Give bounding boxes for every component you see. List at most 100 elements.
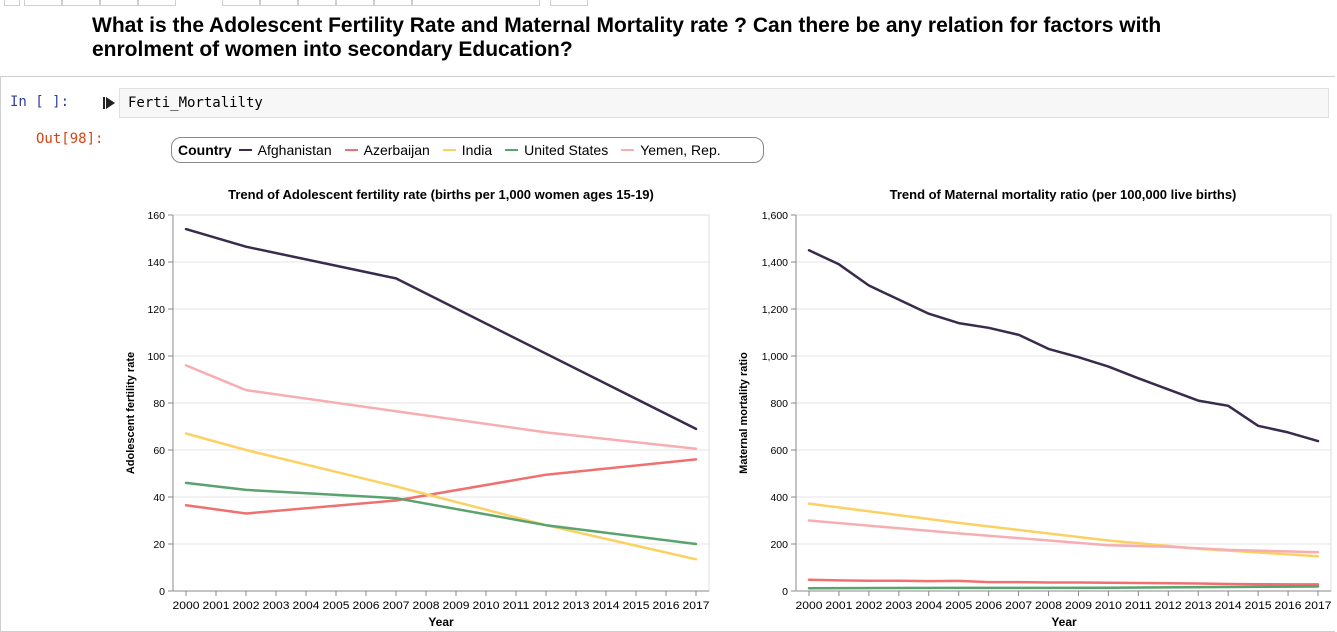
mortality-xtick-label: 2000 bbox=[796, 600, 823, 612]
mortality-x-axis-label: Year bbox=[1051, 615, 1077, 629]
mortality-xtick-label: 2002 bbox=[855, 600, 882, 612]
legend-title: Country bbox=[178, 142, 232, 158]
fertility-ytick-label: 80 bbox=[153, 398, 165, 410]
toolbar-button[interactable] bbox=[62, 0, 100, 6]
fertility-xtick-label: 2014 bbox=[593, 600, 620, 612]
legend-item-afghanistan[interactable]: Afghanistan bbox=[238, 142, 332, 158]
fertility-xtick-label: 2000 bbox=[173, 600, 200, 612]
mortality-xtick-label: 2005 bbox=[945, 600, 972, 612]
mortality-series-united-states bbox=[807, 585, 1320, 590]
legend-label-united-states: United States bbox=[524, 142, 609, 158]
fertility-series-azerbaijan bbox=[184, 458, 698, 515]
toolbar-button[interactable] bbox=[336, 0, 374, 6]
legend-swatch-azerbaijan bbox=[344, 149, 358, 151]
mortality-y-axis-label: Maternal mortality ratio bbox=[738, 352, 750, 474]
fertility-series-india bbox=[184, 432, 698, 561]
heading-line-2: enrolment of women into secondary Educat… bbox=[92, 38, 573, 61]
toolbar-button[interactable] bbox=[100, 0, 138, 6]
fertility-xtick-label: 2002 bbox=[233, 600, 260, 612]
mortality-chart-title: Trend of Maternal mortality ratio (per 1… bbox=[890, 187, 1237, 202]
fertility-xtick-label: 2004 bbox=[293, 600, 320, 612]
mortality-ytick-label: 1,200 bbox=[762, 304, 788, 316]
mortality-ytick-label: 1,000 bbox=[762, 351, 788, 363]
mortality-ytick-label: 1,600 bbox=[762, 210, 788, 222]
mortality-xtick-label: 2003 bbox=[885, 600, 912, 612]
mortality-xtick-label: 2015 bbox=[1245, 600, 1272, 612]
fertility-ytick-label: 0 bbox=[159, 586, 165, 598]
toolbar-button[interactable] bbox=[374, 0, 412, 6]
fertility-xtick-label: 2005 bbox=[323, 600, 350, 612]
legend-swatch-united-states bbox=[505, 149, 519, 151]
input-prompt: In [ ]: bbox=[10, 94, 70, 110]
mortality-ytick-label: 0 bbox=[782, 586, 788, 598]
mortality-xtick-label: 2010 bbox=[1095, 600, 1122, 612]
legend-swatch-yemen bbox=[621, 149, 635, 151]
markdown-heading: What is the Adolescent Fertility Rate an… bbox=[92, 14, 1322, 62]
mortality-ytick-label: 1,400 bbox=[762, 257, 788, 269]
code-input-area[interactable]: Ferti_Mortalilty bbox=[119, 88, 1329, 118]
toolbar-button[interactable] bbox=[222, 0, 260, 6]
mortality-xtick-label: 2014 bbox=[1215, 600, 1242, 612]
mortality-series-india bbox=[807, 502, 1320, 558]
fertility-ytick-label: 140 bbox=[147, 257, 165, 269]
fertility-xtick-label: 2017 bbox=[683, 600, 710, 612]
legend-item-united-states[interactable]: United States bbox=[505, 142, 608, 158]
output-prompt: Out[98]: bbox=[36, 131, 104, 147]
fertility-ytick-label: 160 bbox=[147, 210, 165, 222]
mortality-xtick-label: 2011 bbox=[1125, 600, 1152, 612]
mortality-ytick-label: 200 bbox=[770, 539, 788, 551]
legend-label-yemen: Yemen, Rep. bbox=[640, 142, 721, 158]
legend-swatch-afghanistan bbox=[238, 149, 252, 151]
mortality-series-azerbaijan bbox=[807, 578, 1320, 586]
mortality-ytick-label: 800 bbox=[770, 398, 788, 410]
fertility-chart-title: Trend of Adolescent fertility rate (birt… bbox=[228, 187, 654, 202]
code-text[interactable]: Ferti_Mortalilty bbox=[128, 95, 263, 111]
fertility-xtick-label: 2011 bbox=[503, 600, 530, 612]
legend-label-afghanistan: Afghanistan bbox=[257, 142, 332, 158]
fertility-ytick-label: 40 bbox=[153, 492, 165, 504]
legend-item-azerbaijan[interactable]: Azerbaijan bbox=[344, 142, 430, 158]
mortality-xtick-label: 2012 bbox=[1155, 600, 1182, 612]
mortality-xtick-label: 2006 bbox=[975, 600, 1002, 612]
fertility-xtick-label: 2010 bbox=[473, 600, 500, 612]
fertility-xtick-label: 2012 bbox=[533, 600, 560, 612]
toolbar-button[interactable] bbox=[298, 0, 336, 6]
fertility-series-united-states bbox=[184, 481, 698, 546]
mortality-series-yemen-rep bbox=[807, 519, 1320, 554]
mortality-ytick-label: 400 bbox=[770, 492, 788, 504]
fertility-series-afghanistan bbox=[184, 227, 698, 431]
heading-line-1: What is the Adolescent Fertility Rate an… bbox=[92, 14, 1162, 37]
toolbar-button[interactable] bbox=[4, 0, 20, 6]
fertility-xtick-label: 2008 bbox=[413, 600, 440, 612]
mortality-xtick-label: 2001 bbox=[825, 600, 852, 612]
mortality-xtick-label: 2004 bbox=[915, 600, 942, 612]
run-cell-icon[interactable] bbox=[102, 96, 116, 110]
fertility-y-axis-label: Adolescent fertility rate bbox=[125, 352, 137, 474]
mortality-ytick-label: 600 bbox=[770, 445, 788, 457]
toolbar-select[interactable] bbox=[412, 0, 540, 6]
fertility-ytick-label: 100 bbox=[147, 351, 165, 363]
chart-legend[interactable]: Country Afghanistan Azerbaijan India Uni… bbox=[171, 137, 764, 163]
legend-item-yemen[interactable]: Yemen, Rep. bbox=[621, 142, 721, 158]
toolbar-button[interactable] bbox=[260, 0, 298, 6]
fertility-ytick-label: 120 bbox=[147, 304, 165, 316]
legend-label-india: India bbox=[461, 142, 493, 158]
fertility-xtick-label: 2016 bbox=[653, 600, 680, 612]
fertility-xtick-label: 2015 bbox=[623, 600, 650, 612]
legend-label-azerbaijan: Azerbaijan bbox=[363, 142, 430, 158]
toolbar-button[interactable] bbox=[24, 0, 62, 6]
mortality-xtick-label: 2013 bbox=[1185, 600, 1212, 612]
toolbar-strip bbox=[0, 0, 1337, 8]
mortality-xtick-label: 2008 bbox=[1035, 600, 1062, 612]
fertility-xtick-label: 2013 bbox=[563, 600, 590, 612]
legend-item-india[interactable]: India bbox=[442, 142, 493, 158]
fertility-xtick-label: 2007 bbox=[383, 600, 410, 612]
mortality-xtick-label: 2009 bbox=[1065, 600, 1092, 612]
toolbar-button[interactable] bbox=[138, 0, 176, 6]
fertility-series-yemen-rep bbox=[184, 364, 698, 451]
toolbar-button[interactable] bbox=[550, 0, 588, 6]
mortality-xtick-label: 2007 bbox=[1005, 600, 1032, 612]
